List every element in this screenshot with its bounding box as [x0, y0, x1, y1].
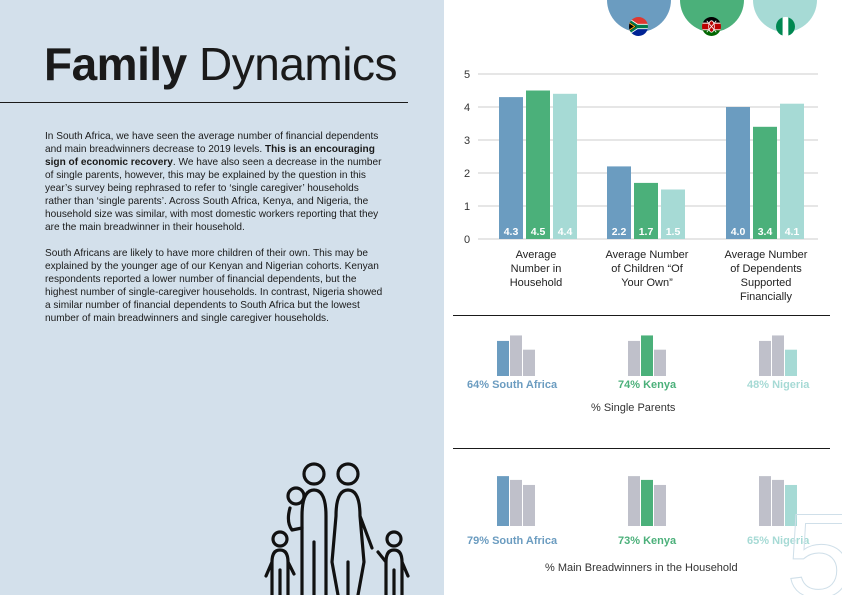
sa-single-parents-label: 64% South Africa	[467, 379, 558, 391]
y-tick-label: 3	[464, 135, 470, 147]
section-divider-1	[453, 315, 830, 316]
bar	[780, 103, 804, 239]
bar-value-label: 2.2	[612, 226, 627, 238]
household-bar-chart: 0 1 2 3 4 5 4.3 2.2 4.0 4.5 1.7 3.4 4.4 1.5 4.1 Average…	[464, 69, 818, 303]
mini-bar	[628, 476, 640, 526]
bar	[553, 93, 577, 239]
y-tick-label: 1	[464, 201, 470, 213]
title-light: Dynamics	[199, 38, 397, 90]
mini-bar	[759, 476, 771, 526]
mini-bar	[510, 479, 522, 526]
breadwinners-mini-chart	[497, 476, 797, 526]
kenya-flag-icon	[702, 17, 721, 36]
mini-bar	[510, 335, 522, 376]
bar	[753, 126, 777, 239]
mini-bar	[641, 335, 653, 376]
bar	[526, 90, 550, 239]
body-text: In South Africa, we have seen the averag…	[45, 130, 387, 338]
y-tick-label: 4	[464, 102, 470, 114]
mini-bar	[641, 479, 653, 526]
nigeria-flag-icon	[776, 17, 795, 36]
y-tick-label: 0	[464, 234, 470, 246]
paragraph-1: In South Africa, we have seen the averag…	[45, 131, 382, 233]
paragraph-2: South Africans are likely to have more c…	[45, 248, 383, 324]
bar	[499, 97, 523, 239]
kenya-breadwinners-label: 73% Kenya	[618, 535, 677, 547]
bar-value-label: 4.4	[558, 226, 573, 238]
kenya-single-parents-label: 74% Kenya	[618, 379, 677, 391]
breadwinners-caption: % Main Breadwinners in the Household	[545, 562, 738, 574]
nigeria-breadwinners-label: 65% Nigeria	[747, 535, 810, 547]
highlight-text: This is an encouraging sign of economic …	[45, 144, 375, 168]
mini-bar	[654, 484, 666, 526]
bar-value-label: 4.0	[731, 226, 746, 238]
mini-bar	[654, 349, 666, 376]
bar-value-label: 4.5	[531, 226, 546, 238]
nigeria-single-parents-label: 48% Nigeria	[747, 379, 810, 391]
mini-bar	[772, 479, 784, 526]
bar-value-label: 4.1	[785, 226, 800, 238]
mini-bar	[785, 484, 797, 526]
category-label: Average Number of Dependents Supported Fina…	[725, 249, 808, 303]
title-divider	[0, 102, 408, 103]
bar	[661, 189, 685, 239]
page-title: Family Dynamics	[44, 38, 397, 90]
single-parents-mini-chart	[497, 335, 797, 376]
mini-bar	[772, 335, 784, 376]
y-tick-label: 5	[464, 69, 470, 81]
title-bold: Family	[44, 38, 187, 90]
mini-bar	[628, 340, 640, 376]
bar	[726, 107, 750, 239]
left-panel	[0, 0, 444, 595]
bar	[634, 182, 658, 239]
mini-bar	[497, 476, 509, 526]
bar-value-label: 1.7	[639, 226, 654, 238]
mini-bar	[785, 349, 797, 376]
single-parents-caption: % Single Parents	[591, 402, 676, 414]
mini-bar	[523, 349, 535, 376]
mini-bar	[523, 484, 535, 526]
mini-bar	[497, 340, 509, 376]
page-number: 5	[786, 489, 842, 595]
bar-value-label: 1.5	[666, 226, 681, 238]
bar-value-label: 3.4	[758, 226, 773, 238]
family-icon	[264, 462, 410, 595]
section-divider-2	[453, 448, 830, 449]
category-label: Average Number of Children “Of Your Own”	[606, 249, 689, 289]
mini-bar	[759, 340, 771, 376]
bar	[607, 166, 631, 239]
y-tick-label: 2	[464, 168, 470, 180]
bar-value-label: 4.3	[504, 226, 519, 238]
category-label: Average Number in Household	[510, 249, 563, 289]
south-africa-flag-icon	[629, 17, 648, 36]
sa-breadwinners-label: 79% South Africa	[467, 535, 558, 547]
